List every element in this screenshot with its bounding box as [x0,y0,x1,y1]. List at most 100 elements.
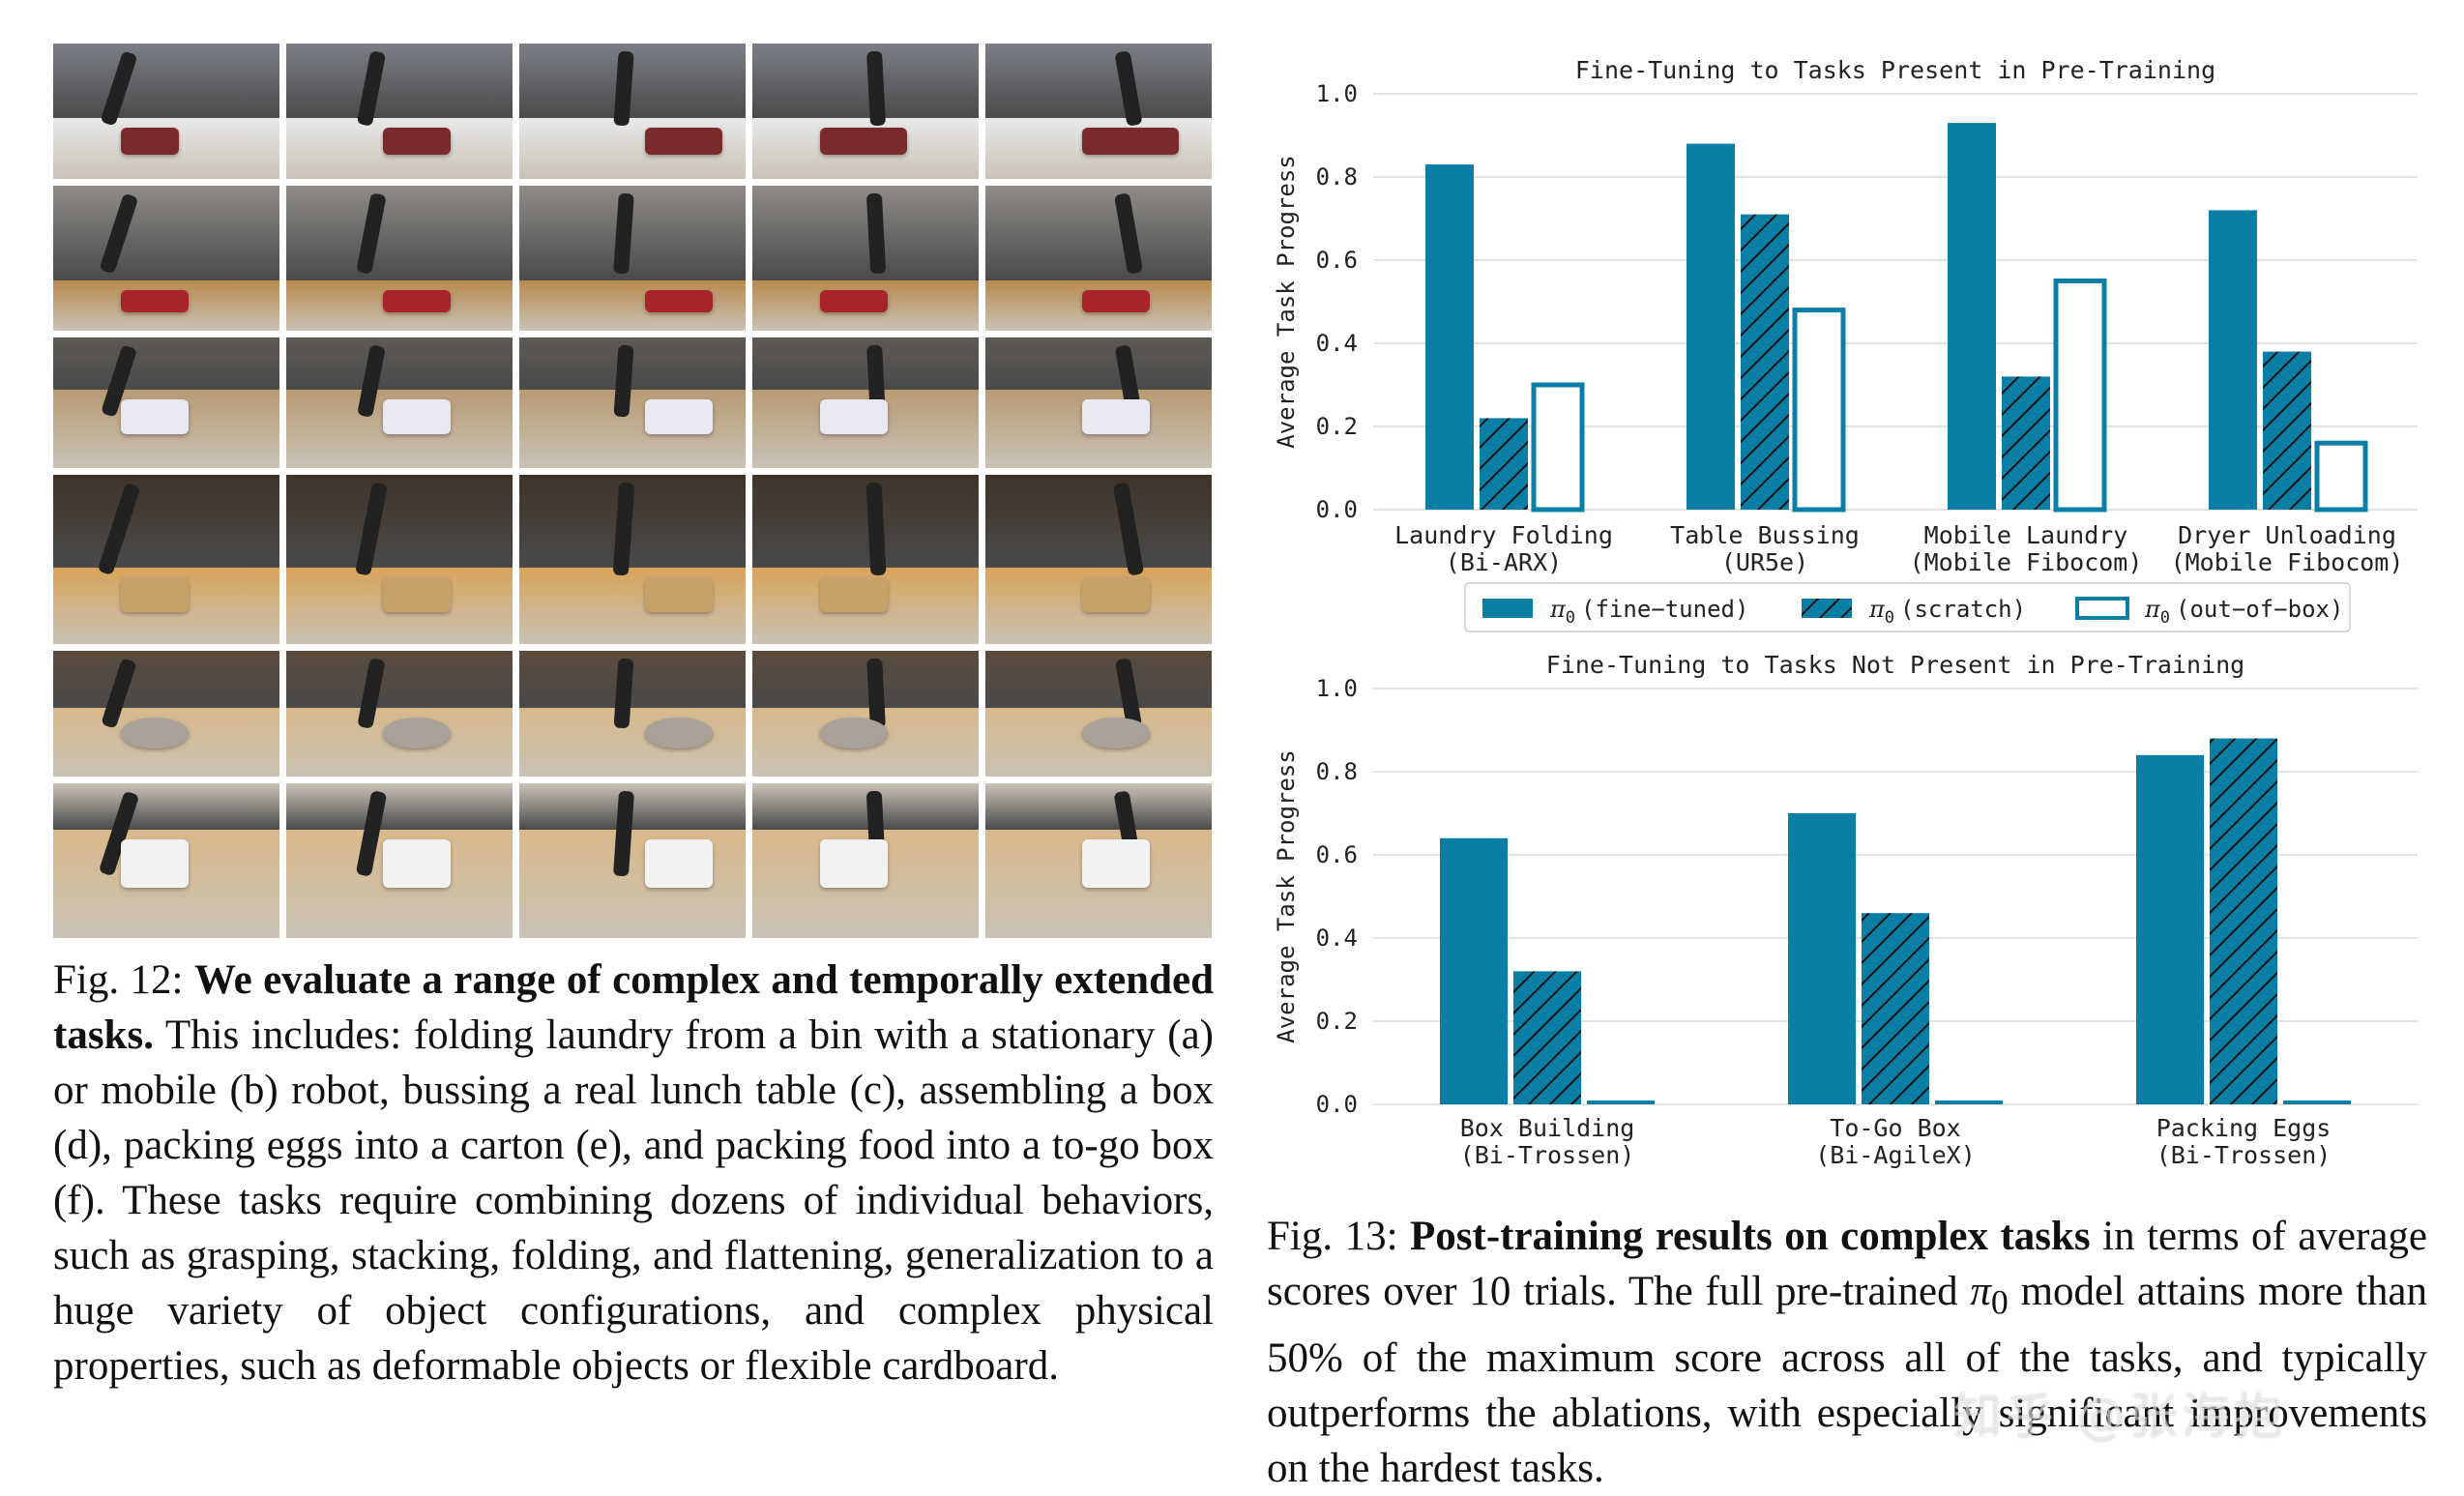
task-photo [519,651,746,777]
y-tick-label: 0.6 [1316,841,1358,868]
bar [1425,164,1474,510]
chart-new-tasks: Fine-Tuning to Tasks Not Present in Pre-… [1273,651,2418,1169]
task-object [1082,128,1179,156]
figure-13-body-text-2: model attains more than 50% of the maxim… [1267,1269,2427,1491]
legend-swatch [1482,599,1533,618]
y-tick-label: 0.6 [1316,247,1358,274]
chart-title: Fine-Tuning to Tasks Not Present in Pre-… [1546,651,2244,679]
task-photo [286,186,513,331]
bar [2314,440,2368,513]
task-photo [53,44,279,179]
figure-13-label: Fig. 13: [1267,1214,1398,1259]
task-photo [985,475,1212,644]
task-object [645,577,713,612]
task-object [121,717,189,748]
task-photo [752,337,979,468]
y-tick-label: 1.0 [1316,675,1358,702]
task-object [645,839,713,889]
task-object [383,577,451,612]
bar [1687,143,1735,510]
legend-label: π0 (scratch) [1868,596,2026,628]
bar [1480,418,1528,510]
legend-rest: (scratch) [1900,596,2026,623]
photo-row [53,44,1214,179]
pi-symbol: π [1970,1269,1991,1314]
bar [1788,813,1856,1104]
category-sublabel: (UR5e) [1721,548,1808,576]
photo-row [53,337,1214,468]
category-sublabel: (Mobile Fibocom) [1910,548,2143,576]
task-object [820,289,888,313]
figure-13-bold-text: Post-training results on complex tasks [1410,1214,2091,1259]
photo-row [53,186,1214,331]
y-tick-label: 1.0 [1316,80,1358,107]
task-photo [53,337,279,468]
legend-label: π0 (fine−tuned) [1549,596,1748,628]
category-label: Dryer Unloading [2178,521,2396,549]
task-object [1082,839,1150,889]
photo-row [53,783,1214,938]
task-photo [752,475,979,644]
figure-13-body-text-1: in terms of average scores over 10 trial… [1267,1214,2427,1314]
task-object [383,128,451,156]
task-object [820,839,888,889]
legend-sub: 0 [2160,608,2170,628]
task-object [1082,577,1150,612]
bar [1792,308,1846,513]
category-sublabel: (Bi-AgileX) [1815,1141,1976,1169]
task-photo [985,651,1212,777]
task-object [820,399,888,435]
figure-12-body-text: This includes: folding laundry from a bi… [53,1012,1214,1389]
y-tick-label: 0.2 [1316,1008,1358,1035]
task-object [645,399,713,435]
category-sublabel: (Bi-Trossen) [1460,1141,1635,1169]
task-object [1082,399,1150,435]
task-object [1082,289,1150,313]
task-photo [519,337,746,468]
task-photo [985,337,1212,468]
task-object [383,289,451,313]
bar [1948,123,1996,510]
task-photo [519,475,746,644]
bar [1741,214,1789,510]
photo-row [53,475,1214,644]
task-photo [519,186,746,331]
bar [1587,1100,1655,1104]
bar [1513,971,1581,1104]
y-tick-label: 0.8 [1316,163,1358,191]
watermark: 知乎 @张海抱 [1953,1389,2286,1445]
task-photo [752,783,979,938]
legend-pi: π [2144,596,2161,623]
task-photo [752,44,979,179]
bar [1862,913,1929,1104]
y-axis-label: Average Task Progress [1273,155,1300,448]
task-object [121,128,179,156]
y-tick-label: 0.4 [1316,924,1358,952]
task-photo [53,475,279,644]
figure-12-bold-text: We evaluate a range of complex and tempo… [53,957,1214,1058]
legend-pi: π [1549,596,1567,623]
category-label: Packing Eggs [2156,1114,2332,1142]
bar [2053,279,2107,513]
task-photo [286,337,513,468]
legend-label: π0 (out−of−box) [2144,596,2343,628]
bar [2263,351,2311,510]
y-tick-label: 0.2 [1316,413,1358,440]
bar [1935,1100,2003,1104]
figure-12-label: Fig. 12: [53,957,184,1003]
legend-pi: π [1868,596,1886,623]
task-object [1082,717,1150,748]
task-object [820,128,907,156]
category-label: Laundry Folding [1394,521,1613,549]
photo-row [53,651,1214,777]
task-photo [53,783,279,938]
y-tick-label: 0.8 [1316,758,1358,785]
task-photo [286,783,513,938]
task-photo [985,44,1212,179]
task-photo [519,783,746,938]
y-tick-label: 0.0 [1316,1091,1358,1118]
category-sublabel: (Bi-Trossen) [2156,1141,2332,1169]
category-label: Mobile Laundry [1924,521,2128,549]
task-photo [53,651,279,777]
bar [2209,210,2257,510]
